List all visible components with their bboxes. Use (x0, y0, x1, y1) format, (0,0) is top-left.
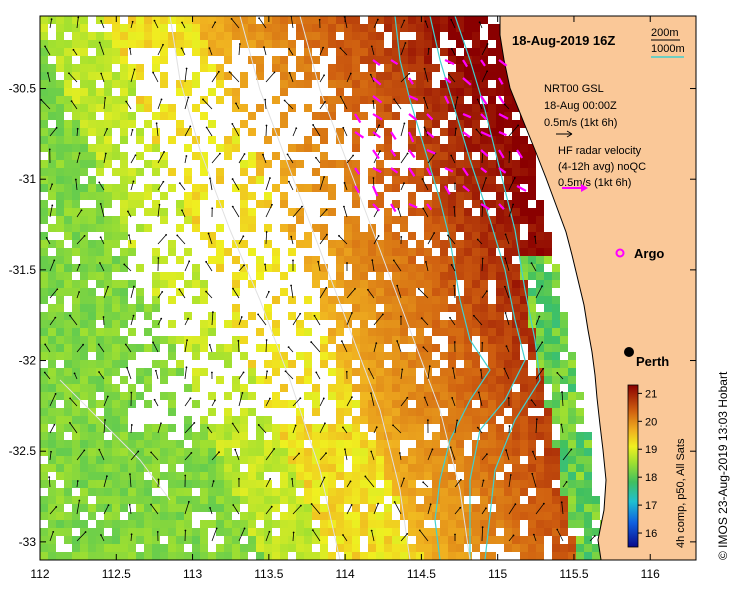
colorbar-scale (627, 384, 639, 548)
colorbar-tick-label: 20 (645, 416, 657, 428)
x-tick-label: 112 (30, 567, 49, 581)
y-tick-label: -33 (19, 535, 37, 549)
colorbar-tick-label: 16 (645, 528, 657, 540)
hf-radar-arrows (354, 58, 527, 213)
x-tick-label: 116 (641, 567, 660, 581)
y-tick-label: -31 (19, 172, 37, 186)
perth-marker: Perth (624, 347, 669, 369)
grey-isobaths (59, 16, 471, 560)
argo-icon (615, 248, 625, 258)
city-label: Perth (636, 354, 669, 369)
colorbar-tick-label: 17 (645, 500, 657, 512)
nrt-scale-arrow-icon (566, 130, 573, 138)
x-tick-label: 114.5 (407, 567, 436, 581)
hf-legend-line1: HF radar velocity (558, 145, 642, 157)
y-tick-label: -31.5 (9, 263, 37, 277)
map-title: 18-Aug-2019 16Z (512, 33, 615, 48)
nrt-legend: NRT00 GSL 18-Aug 00:00Z 0.5m/s (1kt 6h) (544, 83, 617, 138)
x-tick-label: 112.5 (102, 567, 131, 581)
x-tick-label: 113.5 (254, 567, 283, 581)
colorbar-tick-label: 21 (645, 388, 657, 400)
x-tick-label: 113 (183, 567, 202, 581)
y-tick-label: -32.5 (9, 444, 37, 458)
isobath-1000m-label: 1000m (651, 43, 685, 55)
colorbar-tick-label: 18 (645, 472, 657, 484)
nrt-legend-line1: NRT00 GSL (544, 83, 604, 95)
argo-label: Argo (634, 246, 664, 261)
hf-legend: HF radar velocity (4-12h avg) noQC 0.5m/… (558, 145, 646, 192)
colorbar-tick-label: 19 (645, 444, 657, 456)
argo-marker: Argo (615, 246, 664, 261)
x-tick-label: 115.5 (559, 567, 588, 581)
hf-legend-line3: 0.5m/s (1kt 6h) (558, 177, 631, 189)
hf-legend-line2: (4-12h avg) noQC (558, 161, 646, 173)
isobath-legend: 200m 1000m (651, 27, 685, 58)
nrt-legend-line2: 18-Aug 00:00Z (544, 100, 617, 112)
x-tick-label: 114 (336, 567, 355, 581)
x-axis: 112 112.5 113 113.5 114 114.5 115 115.5 116 (30, 16, 660, 581)
y-axis: -30.5 -31 -31.5 -32 -32.5 -33 (9, 82, 696, 549)
y-tick-label: -32 (19, 354, 37, 368)
x-tick-label: 115 (488, 567, 507, 581)
plot-frame (39, 15, 697, 561)
isobath-200m-label: 200m (651, 27, 679, 39)
colorbar-label: 4h comp, p50, All Sats (675, 438, 687, 548)
city-dot-icon (624, 347, 634, 357)
nrt-velocity-arrows (40, 16, 596, 542)
y-tick-label: -30.5 (9, 82, 37, 96)
hf-scale-arrow-icon (581, 184, 588, 192)
nrt-legend-line3: 0.5m/s (1kt 6h) (544, 117, 617, 129)
colorbar: 16 17 18 19 20 21 4h comp, p50, All Sats (627, 384, 687, 548)
isobaths (394, 16, 541, 560)
land (499, 16, 696, 560)
credit-text: © IMOS 23-Aug-2019 13:03 Hobart (716, 371, 730, 560)
